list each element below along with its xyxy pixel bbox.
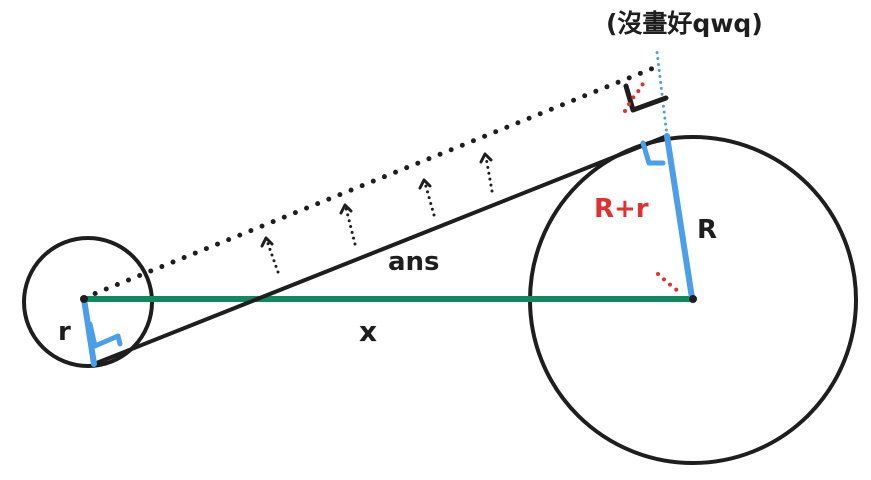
note-text: (沒畫好qwq)	[606, 9, 763, 38]
sum-radius-label: R+r	[594, 194, 649, 224]
translation-arrows	[260, 152, 494, 274]
top-right-angle-marker	[623, 83, 669, 113]
large-center-dot	[689, 295, 697, 303]
x-label: x	[359, 315, 377, 348]
top-angle-arc	[623, 78, 647, 113]
small-right-angle-marker	[87, 321, 123, 349]
small-center-dot	[80, 295, 88, 303]
center-angle-arc	[656, 272, 680, 293]
arrow-1	[260, 236, 280, 274]
tangent-line-ans	[92, 134, 669, 366]
radius-extension-dotted-line	[655, 50, 669, 138]
large-radius-line	[664, 133, 695, 301]
large-radius-label: R	[697, 215, 717, 245]
large-right-angle-marker	[640, 140, 666, 166]
shifted-tangent-dotted-line	[81, 64, 659, 301]
ans-label: ans	[388, 247, 440, 277]
small-radius-label: r	[58, 317, 71, 347]
arrow-2	[339, 203, 357, 246]
arrow-4	[479, 152, 494, 193]
arrow-3	[418, 178, 436, 217]
small-radius-line	[81, 296, 97, 367]
